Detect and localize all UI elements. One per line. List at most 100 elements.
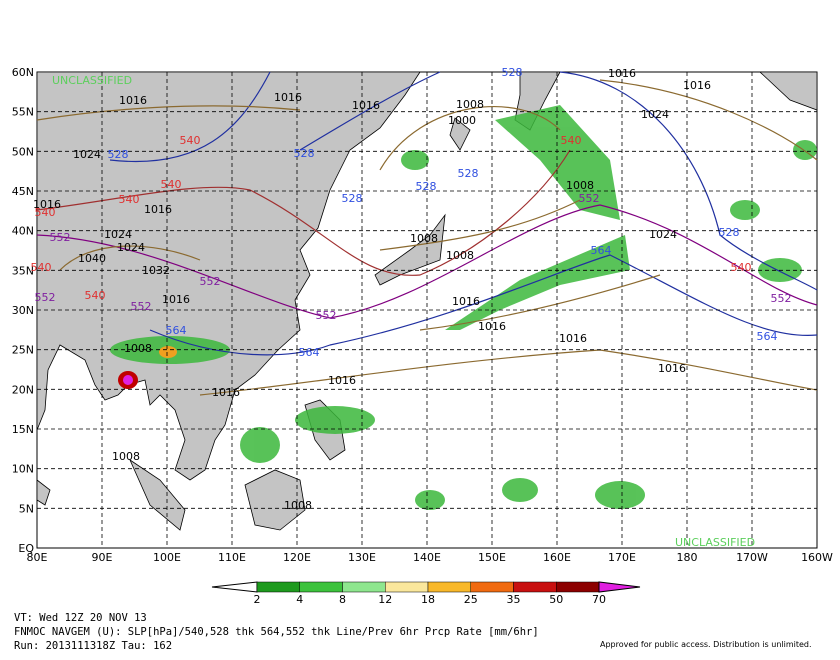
- lat-label: 30N: [12, 304, 34, 317]
- contour-label: 1016: [33, 198, 61, 211]
- colorbar-segment: [427, 581, 471, 593]
- contour-label: 1040: [78, 252, 106, 265]
- lat-label: 10N: [12, 463, 34, 476]
- colorbar-tick: 2: [254, 593, 261, 606]
- lon-label: 80E: [27, 551, 48, 564]
- contour-label: 1032: [142, 264, 170, 277]
- lat-label: 45N: [12, 185, 34, 198]
- colorbar-segment: [256, 581, 300, 593]
- contour-label: 540: [561, 134, 582, 147]
- contour-label: 1008: [410, 232, 438, 245]
- colorbar-segment: [299, 581, 343, 593]
- contour-label: 552: [771, 292, 792, 305]
- colorbar: 2 4 8 12 18 25 35 50 70: [211, 581, 641, 606]
- contour-label: 1024: [117, 241, 145, 254]
- lat-label: 15N: [12, 423, 34, 436]
- contour-label: 552: [579, 192, 600, 205]
- contours: [36, 71, 818, 396]
- notice: Approved for public access. Distribution…: [600, 640, 812, 649]
- contour-label: 528: [294, 147, 315, 160]
- lon-label: 170W: [736, 551, 768, 564]
- contour-label: 1024: [104, 228, 132, 241]
- colorbar-segment: [385, 581, 429, 593]
- contour-label: 1024: [73, 148, 101, 161]
- lon-label: 100E: [153, 551, 181, 564]
- colorbar-segment: [342, 581, 386, 593]
- lat-label: 55N: [12, 106, 34, 119]
- lat-label: 20N: [12, 383, 34, 396]
- lat-label: 50N: [12, 145, 34, 158]
- run-info: Run: 2013111318Z Tau: 162: [14, 640, 173, 652]
- contour-label: 540: [180, 134, 201, 147]
- colorbar-tick: 8: [339, 593, 346, 606]
- contour-label: 1016: [119, 94, 147, 107]
- contour-label: 540: [731, 261, 752, 274]
- contour-label: 1008: [124, 342, 152, 355]
- contour-label: 564: [757, 330, 778, 343]
- contour-label: 528: [342, 192, 363, 205]
- colorbar-tick: 25: [464, 593, 478, 606]
- lat-label: 5N: [19, 502, 34, 515]
- colorbar-segment: [470, 581, 514, 593]
- watermark: UNCLASSIFIED: [52, 74, 132, 87]
- colorbar-tick: 70: [592, 593, 606, 606]
- lat-label: EQ: [18, 542, 34, 555]
- colorbar-segment: [513, 581, 557, 593]
- lon-label: 90E: [92, 551, 113, 564]
- lon-label: 140E: [413, 551, 441, 564]
- lat-label: 25N: [12, 344, 34, 357]
- contour-label: 1016: [352, 99, 380, 112]
- description: FNMOC NAVGEM (U): SLP[hPa]/540,528 thk 5…: [14, 626, 539, 638]
- contour-label: 1016: [144, 203, 172, 216]
- lon-label: 180: [677, 551, 698, 564]
- contour-label: 564: [299, 346, 320, 359]
- lon-label: 110E: [218, 551, 246, 564]
- contour-label: 528: [458, 167, 479, 180]
- contour-label: 1016: [328, 374, 356, 387]
- lon-label: 170E: [608, 551, 636, 564]
- precip-heavy: [159, 346, 177, 358]
- contour-label: 528: [719, 226, 740, 239]
- contour-label: 1000: [448, 114, 476, 127]
- colorbar-tick: 4: [296, 593, 303, 606]
- colorbar-low: [211, 581, 258, 593]
- contour-label: 552: [200, 275, 221, 288]
- contour-label: 540: [85, 289, 106, 302]
- contour-label: 1024: [641, 108, 669, 121]
- lon-label: 160E: [543, 551, 571, 564]
- contour-label: 564: [591, 244, 612, 257]
- contour-label: 1008: [456, 98, 484, 111]
- contour-label: 528: [502, 66, 523, 79]
- colorbar-high: [598, 581, 641, 593]
- colorbar-tick: 50: [549, 593, 563, 606]
- contour-label: 552: [316, 309, 337, 322]
- colorbar-tick: 18: [421, 593, 435, 606]
- contour-label: 528: [416, 180, 437, 193]
- lon-label: 120E: [283, 551, 311, 564]
- lon-label: 160W: [801, 551, 833, 564]
- contour-label: 1008: [446, 249, 474, 262]
- contour-label: 540: [31, 261, 52, 274]
- contour-label: 552: [131, 300, 152, 313]
- contour-label: 552: [35, 291, 56, 304]
- contour-label: 552: [50, 231, 71, 244]
- lon-label: 150E: [478, 551, 506, 564]
- lat-label: 60N: [12, 66, 34, 79]
- contour-label: 540: [161, 178, 182, 191]
- contour-label: 1008: [112, 450, 140, 463]
- contour-label: 1016: [162, 293, 190, 306]
- contour-label: 1016: [478, 320, 506, 333]
- colorbar-tick: 35: [507, 593, 521, 606]
- watermark: UNCLASSIFIED: [675, 536, 755, 549]
- contour-label: 540: [119, 193, 140, 206]
- contour-label: 528: [108, 148, 129, 161]
- lat-label: 35N: [12, 264, 34, 277]
- contour-label: 1024: [649, 228, 677, 241]
- contour-label: 1016: [274, 91, 302, 104]
- contour-label: 564: [166, 324, 187, 337]
- contour-label: 1016: [683, 79, 711, 92]
- contour-label: 1008: [566, 179, 594, 192]
- contour-label: 540: [35, 206, 56, 219]
- graticule: [37, 72, 817, 548]
- colorbar-segment: [556, 581, 600, 593]
